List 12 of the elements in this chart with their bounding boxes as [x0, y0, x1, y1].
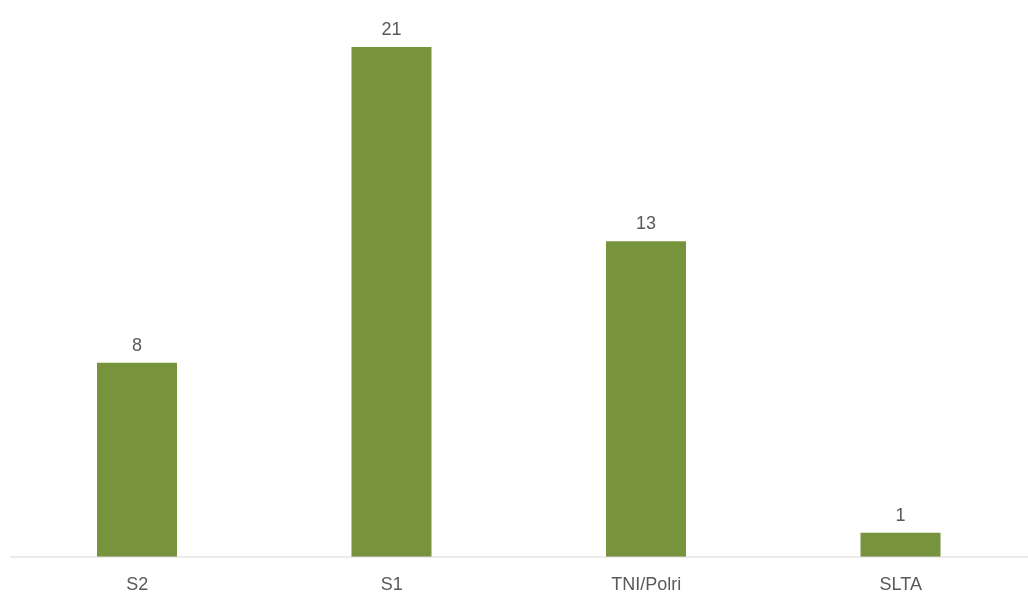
bar — [606, 241, 686, 557]
x-tick-label: SLTA — [879, 573, 922, 594]
x-tick-label: S1 — [380, 573, 403, 594]
x-tick-label: TNI/Polri — [611, 573, 682, 594]
data-label: 1 — [895, 504, 906, 525]
bar — [351, 47, 432, 557]
data-label: 8 — [131, 334, 143, 355]
x-tick-label: S2 — [126, 573, 149, 594]
bar — [97, 362, 177, 557]
bar — [860, 532, 941, 557]
data-label: 21 — [381, 19, 402, 39]
data-label: 13 — [635, 213, 657, 234]
